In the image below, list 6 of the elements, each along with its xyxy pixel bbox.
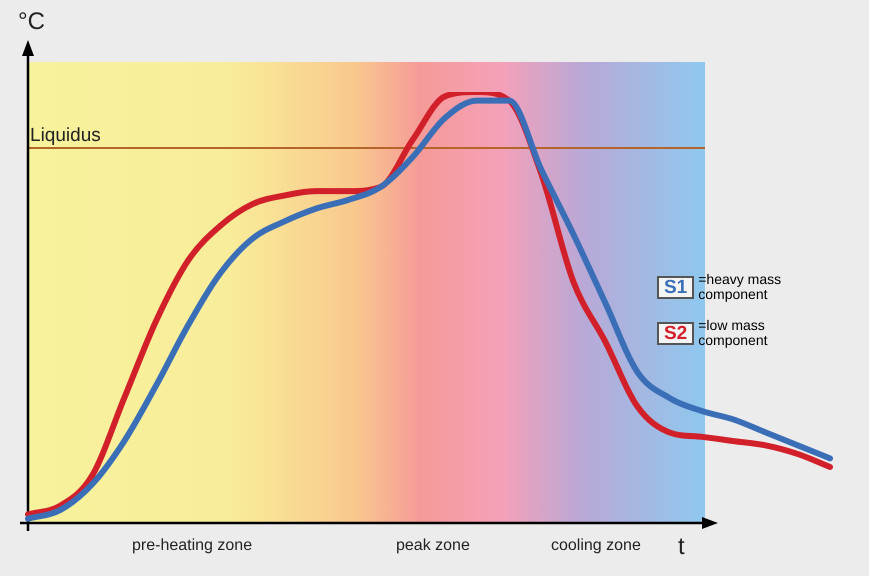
x-axis-title: t — [678, 533, 685, 561]
text: cooling zone — [551, 537, 641, 555]
text: peak zone — [396, 537, 470, 555]
y-axis-title: °C — [18, 8, 45, 36]
text: pre-heating zone — [132, 537, 252, 555]
ref-line-label: Liquidus — [30, 124, 101, 146]
